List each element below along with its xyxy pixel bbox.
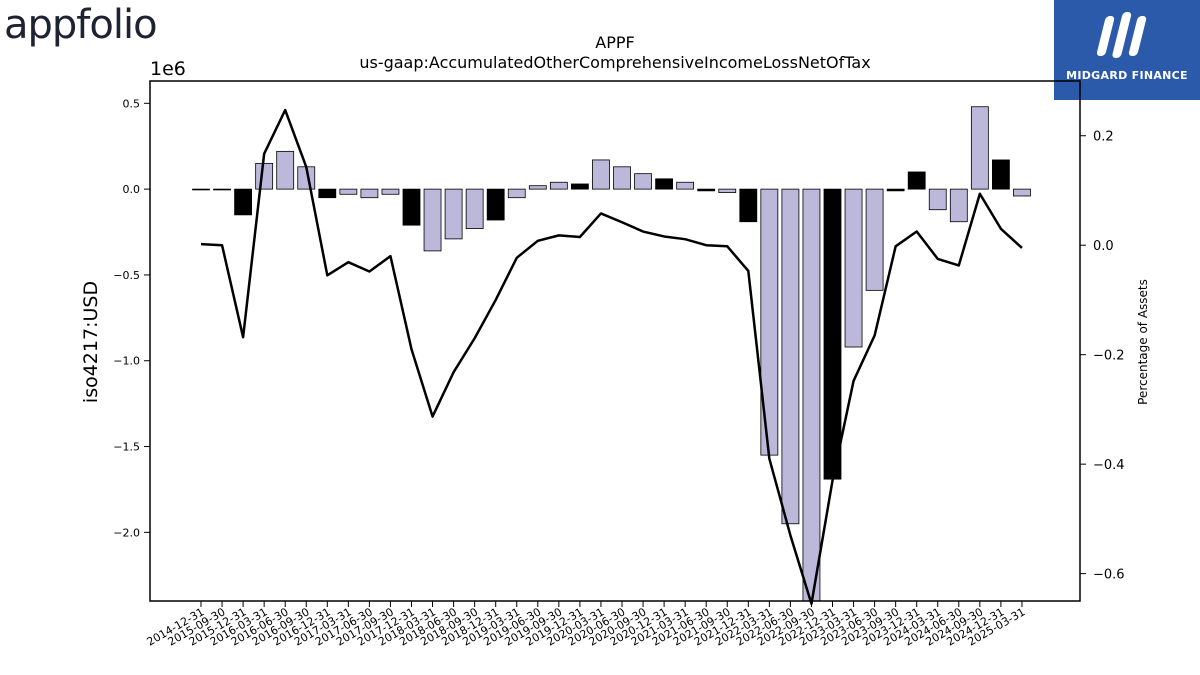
bar-2024-03-31 [928, 188, 947, 211]
y-tick-label: 0.5 [123, 97, 141, 110]
bar-2019-09-30 [549, 181, 568, 190]
bar-2024-09-30 [970, 106, 989, 190]
plot-frame [149, 80, 1081, 602]
appfolio-logo: appfolio [4, 2, 158, 48]
bar-2021-03-31 [676, 181, 695, 190]
bar-2024-12-31 [992, 159, 1010, 190]
bar-2016-03-31 [255, 162, 274, 190]
bar-2023-03-31 [844, 188, 863, 348]
percentage-line [200, 108, 1023, 605]
x-axis: 2014-12-312015-09-302015-12-312016-03-31… [145, 601, 1027, 649]
bar-2015-09-30 [213, 188, 231, 191]
bar-2020-12-31 [655, 178, 673, 190]
bar-2016-06-30 [276, 150, 295, 190]
bar-2018-03-31 [423, 188, 442, 252]
bar-2021-06-30 [697, 188, 716, 192]
bar-2023-09-30 [886, 188, 905, 192]
y2-tick-label: 0.2 [1093, 130, 1114, 145]
midgard-finance-logo: MIDGARD FINANCE [1054, 0, 1200, 100]
y2-axis-label: Percentage of Assets [1136, 279, 1150, 405]
y2-tick-label: −0.2 [1093, 349, 1125, 364]
bar-2017-09-30 [381, 188, 400, 195]
bar-2020-06-30 [613, 166, 631, 190]
bar-2017-06-30 [360, 188, 379, 199]
midgard-finance-logo-text: MIDGARD FINANCE [1066, 69, 1188, 82]
y-tick-label: 0.0 [123, 183, 141, 196]
bar-2021-12-31 [739, 188, 758, 223]
midgard-finance-emblem-icon [1054, 0, 1200, 100]
bar-2019-12-31 [571, 183, 589, 190]
y-tick-label: −0.5 [113, 269, 140, 282]
bar-2022-06-30 [781, 188, 800, 525]
y-axis: 0.5 0.0 −0.5 −1.0 −1.5 −2.0 [113, 97, 150, 539]
bar-2019-06-30 [528, 185, 547, 190]
y2-tick-label: 0.0 [1093, 239, 1114, 254]
bar-2022-12-31 [823, 188, 842, 480]
bar-2022-09-30 [802, 188, 821, 602]
y2-axis: 0.2 0.0 −0.2 −0.4 −0.6 [1080, 130, 1125, 583]
bar-2017-03-31 [339, 188, 358, 195]
appfolio-logo-text: appfolio [4, 2, 158, 48]
bars-group [192, 106, 1031, 602]
y-tick-label: −2.0 [113, 526, 140, 539]
y-tick-label: −1.5 [113, 441, 140, 454]
y-axis-label: iso4217:USD [80, 281, 102, 403]
bar-2018-12-31 [486, 188, 505, 221]
bar-2023-12-31 [907, 171, 926, 190]
bar-2024-06-30 [949, 188, 968, 223]
bar-2014-12-31 [192, 188, 210, 191]
bar-2016-12-31 [318, 188, 337, 199]
bar-2018-09-30 [465, 188, 484, 229]
y-tick-label: −1.0 [113, 355, 140, 368]
chart-subtitle: us-gaap:AccumulatedOtherComprehensiveInc… [359, 53, 870, 72]
y2-tick-label: −0.4 [1093, 458, 1125, 473]
bar-2019-03-31 [507, 188, 526, 199]
bar-2015-12-31 [234, 188, 253, 216]
bar-2020-03-31 [592, 159, 610, 190]
y2-tick-label: −0.6 [1093, 568, 1125, 583]
bar-2020-09-30 [634, 173, 652, 190]
bar-2018-06-30 [444, 188, 463, 240]
y-axis-multiplier: 1e6 [150, 58, 186, 80]
bar-2025-03-31 [1013, 188, 1031, 197]
bar-2017-12-31 [402, 188, 421, 226]
line-group [200, 108, 1023, 605]
bar-2023-06-30 [865, 188, 884, 291]
chart-title: APPF [595, 33, 634, 52]
bar-2021-09-30 [718, 188, 737, 193]
